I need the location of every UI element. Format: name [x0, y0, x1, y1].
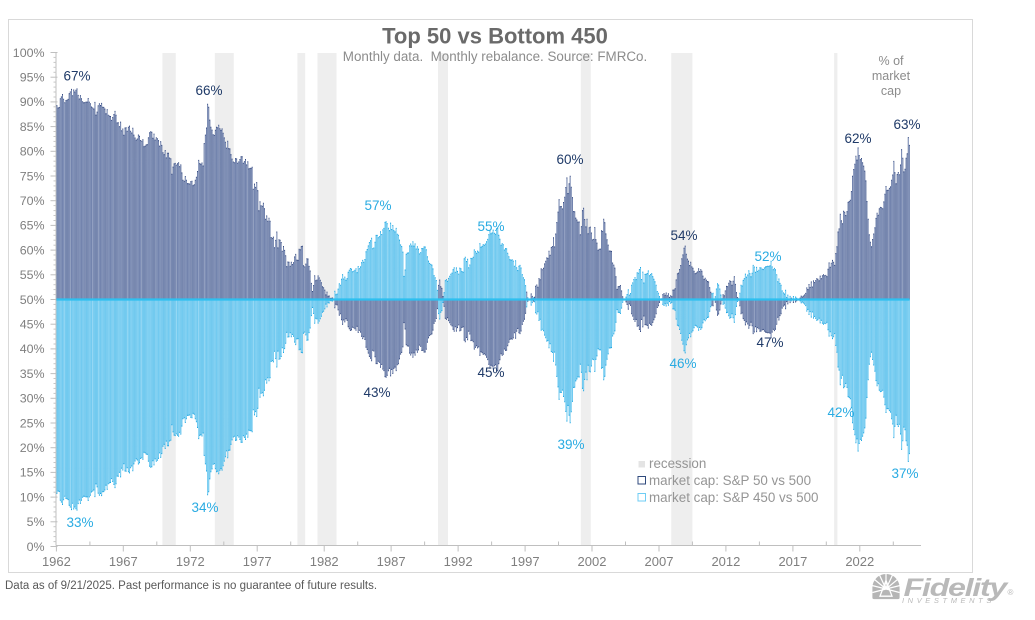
- svg-text:25%: 25%: [20, 416, 45, 430]
- svg-text:100%: 100%: [13, 46, 45, 60]
- svg-text:42%: 42%: [827, 405, 854, 420]
- svg-text:62%: 62%: [844, 131, 871, 146]
- svg-text:1977: 1977: [243, 554, 272, 569]
- svg-text:5%: 5%: [27, 515, 45, 529]
- svg-text:0%: 0%: [27, 540, 45, 554]
- svg-text:INVESTMENTS: INVESTMENTS: [902, 596, 995, 605]
- svg-text:20%: 20%: [20, 441, 45, 455]
- svg-text:37%: 37%: [891, 466, 918, 481]
- svg-text:63%: 63%: [893, 117, 920, 132]
- svg-text:33%: 33%: [66, 515, 93, 530]
- svg-text:57%: 57%: [364, 198, 391, 213]
- svg-text:46%: 46%: [669, 356, 696, 371]
- svg-text:39%: 39%: [557, 437, 584, 452]
- svg-text:80%: 80%: [20, 145, 45, 159]
- svg-text:2017: 2017: [778, 554, 807, 569]
- svg-text:90%: 90%: [20, 95, 45, 109]
- svg-text:market cap: S&P 450 vs 500: market cap: S&P 450 vs 500: [649, 490, 818, 505]
- svg-text:1972: 1972: [176, 554, 205, 569]
- svg-text:Data as of 9/21/2025. Past per: Data as of 9/21/2025. Past performance i…: [5, 580, 377, 592]
- svg-text:15%: 15%: [20, 466, 45, 480]
- svg-text:55%: 55%: [477, 219, 504, 234]
- svg-text:54%: 54%: [670, 228, 697, 243]
- svg-text:Top 50 vs Bottom 450: Top 50 vs Bottom 450: [382, 24, 608, 49]
- svg-text:52%: 52%: [754, 249, 781, 264]
- svg-text:2022: 2022: [845, 554, 874, 569]
- svg-text:1997: 1997: [511, 554, 540, 569]
- svg-text:2012: 2012: [711, 554, 740, 569]
- svg-text:2007: 2007: [645, 554, 674, 569]
- svg-text:65%: 65%: [20, 219, 45, 233]
- svg-text:66%: 66%: [195, 83, 222, 98]
- svg-text:1967: 1967: [109, 554, 138, 569]
- svg-text:35%: 35%: [20, 367, 45, 381]
- svg-text:60%: 60%: [556, 152, 583, 167]
- svg-text:2002: 2002: [578, 554, 607, 569]
- svg-text:1982: 1982: [310, 554, 339, 569]
- svg-text:market: market: [872, 69, 911, 83]
- svg-text:95%: 95%: [20, 71, 45, 85]
- svg-text:47%: 47%: [756, 335, 783, 350]
- svg-text:Fidelity: Fidelity: [904, 574, 1010, 602]
- svg-text:85%: 85%: [20, 120, 45, 134]
- svg-text:Monthly data. Monthly rebalan: Monthly data. Monthly rebalance. Source:…: [343, 49, 647, 64]
- svg-text:1987: 1987: [377, 554, 406, 569]
- svg-text:1992: 1992: [444, 554, 473, 569]
- svg-text:75%: 75%: [20, 169, 45, 183]
- svg-text:40%: 40%: [20, 342, 45, 356]
- svg-text:% of: % of: [878, 54, 904, 68]
- svg-text:60%: 60%: [20, 243, 45, 257]
- svg-text:67%: 67%: [63, 69, 90, 84]
- svg-text:30%: 30%: [20, 392, 45, 406]
- svg-text:recession: recession: [649, 456, 706, 471]
- svg-text:®: ®: [1008, 588, 1014, 597]
- svg-text:45%: 45%: [20, 318, 45, 332]
- svg-text:10%: 10%: [20, 490, 45, 504]
- svg-text:50%: 50%: [20, 293, 45, 307]
- svg-text:1962: 1962: [42, 554, 71, 569]
- svg-text:market cap: S&P 50 vs 500: market cap: S&P 50 vs 500: [649, 473, 811, 488]
- svg-text:45%: 45%: [477, 365, 504, 380]
- svg-text:34%: 34%: [191, 500, 218, 515]
- svg-text:55%: 55%: [20, 268, 45, 282]
- svg-text:cap: cap: [881, 84, 901, 98]
- svg-text:43%: 43%: [363, 385, 390, 400]
- svg-text:70%: 70%: [20, 194, 45, 208]
